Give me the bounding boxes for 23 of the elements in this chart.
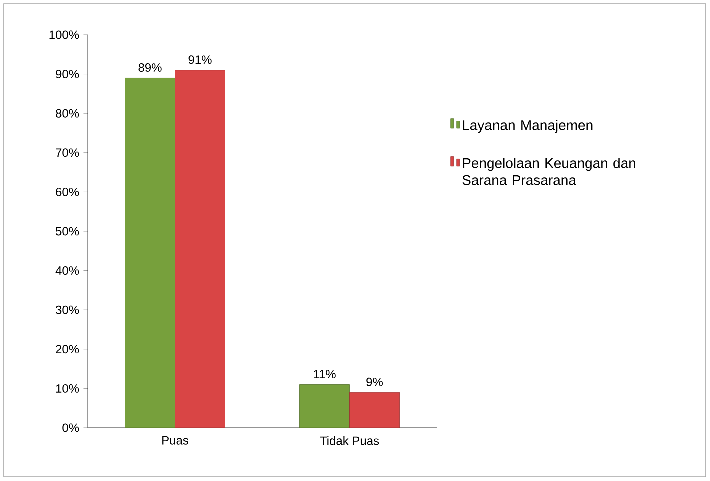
data-label: 9% bbox=[366, 378, 383, 386]
bar bbox=[175, 70, 226, 428]
data-label: 11% bbox=[314, 370, 336, 379]
bar bbox=[125, 78, 176, 428]
y-tick-label: 70% bbox=[56, 148, 80, 158]
y-tick-label: 20% bbox=[56, 345, 80, 354]
y-tick-label: 10% bbox=[56, 384, 80, 393]
y-tick-label: 0% bbox=[62, 424, 80, 432]
legend-label: Pengelolaan Keuangan dan Sarana Prasarana bbox=[462, 158, 636, 186]
data-label: 91% bbox=[188, 56, 212, 64]
x-tick-label: Tidak Puas bbox=[320, 436, 380, 446]
y-tick-label: 60% bbox=[56, 188, 80, 196]
y-tick-label: 30% bbox=[56, 306, 80, 314]
legend-label: Layanan Manajemen bbox=[463, 120, 593, 134]
x-tick-label: Puas bbox=[162, 436, 188, 445]
y-tick-label: 100% bbox=[50, 30, 80, 40]
y-tick-label: 50% bbox=[56, 227, 80, 236]
y-tick-label: 40% bbox=[56, 266, 80, 276]
bar bbox=[300, 384, 350, 428]
data-label: 89% bbox=[138, 64, 162, 72]
bar bbox=[350, 392, 400, 428]
y-tick-label: 90% bbox=[56, 70, 80, 79]
y-tick-label: 80% bbox=[56, 109, 80, 118]
